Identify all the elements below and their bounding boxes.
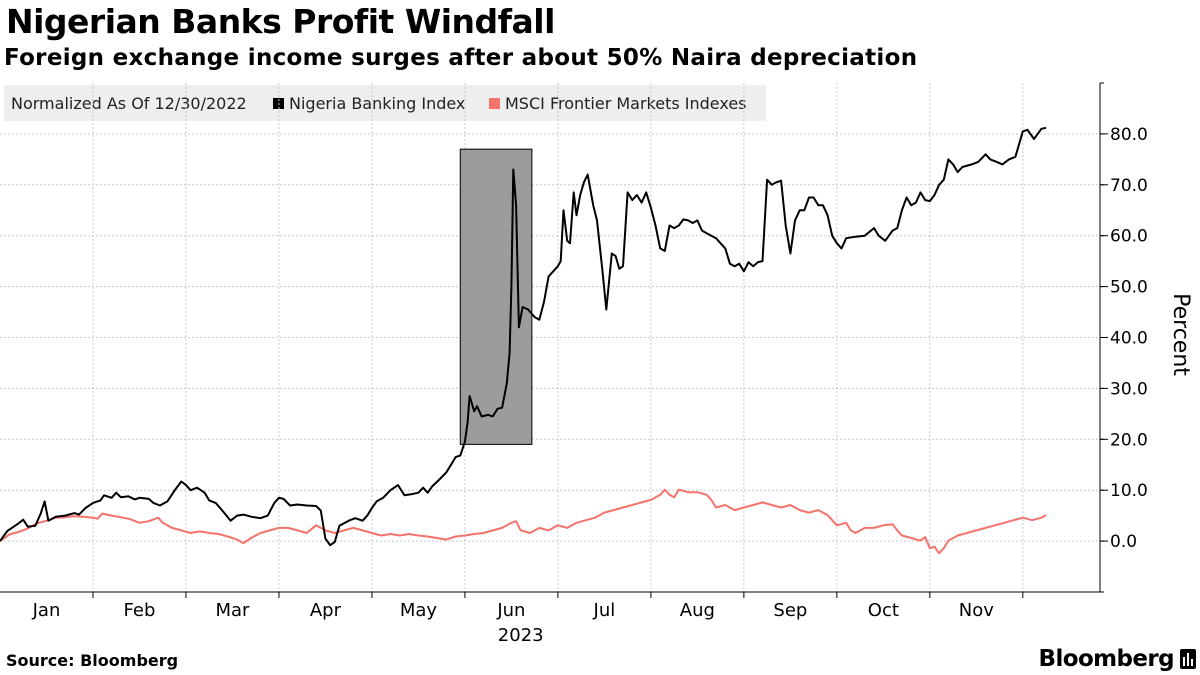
x-tick-label: Apr <box>310 600 342 621</box>
x-tick-label: Sep <box>773 600 807 621</box>
y-tick-label: 0.0 <box>1110 532 1137 552</box>
x-axis: Jan Feb Mar Apr May Jun Jul Aug Sep Oct Nov 2023 <box>0 591 1100 646</box>
chart-subtitle: Foreign exchange income surges after abo… <box>4 45 918 71</box>
y-axis: 0.0 10.0 20.0 30.0 40.0 50.0 60.0 70.0 80.0 Perce… <box>1099 82 1193 593</box>
x-tick-label: Nov <box>959 600 994 621</box>
y-tick-label: 60.0 <box>1110 227 1148 247</box>
x-tick-label: May <box>400 600 438 621</box>
x-tick-label: Jul <box>593 600 616 621</box>
grid <box>0 83 1100 592</box>
chart-title: Nigerian Banks Profit Windfall <box>6 2 555 41</box>
highlight-box <box>459 148 533 445</box>
x-tick-label: Jan <box>32 600 61 621</box>
y-tick-label: 70.0 <box>1110 176 1148 196</box>
x-tick-label: Mar <box>215 600 250 621</box>
x-tick-label: Feb <box>124 600 156 621</box>
legend-item-msci-frontier-markets: MSCI Frontier Markets Indexes <box>489 94 747 113</box>
highlight-region <box>459 148 533 445</box>
legend-normalization-note: Normalized As Of 12/30/2022 <box>11 94 247 113</box>
bloomberg-chart-icon <box>1180 649 1196 669</box>
y-axis-title: Percent <box>1168 293 1193 376</box>
brand-name: Bloomberg <box>1038 646 1175 672</box>
y-tick-label: 40.0 <box>1110 329 1148 349</box>
source-note: Source: Bloomberg <box>6 651 179 670</box>
y-tick-label: 20.0 <box>1110 430 1148 450</box>
bloomberg-logo: Bloomberg <box>1039 646 1196 672</box>
legend-label-nigeria-banking-index: Nigeria Banking Index <box>289 94 466 113</box>
y-tick-label: 30.0 <box>1110 379 1148 399</box>
x-tick-label: Jun <box>496 600 525 621</box>
x-tick-label: Oct <box>868 600 899 621</box>
y-tick-label: 80.0 <box>1110 125 1148 145</box>
legend-label-msci-frontier-markets: MSCI Frontier Markets Indexes <box>505 94 747 113</box>
x-tick-label: Aug <box>680 600 715 621</box>
series-line-nigeria-banking-index <box>0 126 1047 547</box>
y-tick-label: 10.0 <box>1110 481 1148 501</box>
legend-swatch-msci-frontier-markets <box>489 98 500 109</box>
y-tick-label: 50.0 <box>1110 278 1148 298</box>
series-line-msci-frontier-markets <box>0 488 1047 555</box>
legend: Normalized As Of 12/30/2022 Nigeria Bank… <box>4 85 766 121</box>
x-axis-year-label: 2023 <box>498 625 544 646</box>
series-group <box>0 126 1047 555</box>
